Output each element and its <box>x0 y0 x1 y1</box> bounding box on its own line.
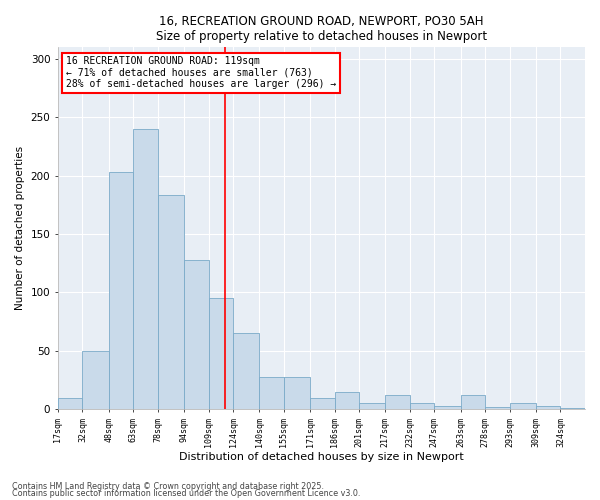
Y-axis label: Number of detached properties: Number of detached properties <box>15 146 25 310</box>
Bar <box>410 404 434 409</box>
Title: 16, RECREATION GROUND ROAD, NEWPORT, PO30 5AH
Size of property relative to detac: 16, RECREATION GROUND ROAD, NEWPORT, PO3… <box>156 15 487 43</box>
Bar <box>461 396 485 409</box>
Bar <box>536 406 560 409</box>
Bar <box>133 129 158 410</box>
Bar <box>385 396 410 409</box>
Bar <box>233 334 259 409</box>
Bar <box>359 404 385 409</box>
Bar <box>560 408 585 410</box>
Bar <box>259 376 284 410</box>
Text: Contains public sector information licensed under the Open Government Licence v3: Contains public sector information licen… <box>12 489 361 498</box>
Bar <box>184 260 209 410</box>
Bar <box>82 351 109 410</box>
Bar <box>510 404 536 409</box>
Bar <box>310 398 335 409</box>
Text: 16 RECREATION GROUND ROAD: 119sqm
← 71% of detached houses are smaller (763)
28%: 16 RECREATION GROUND ROAD: 119sqm ← 71% … <box>66 56 336 89</box>
Bar <box>58 398 82 409</box>
Bar <box>335 392 359 409</box>
Bar <box>109 172 133 410</box>
Bar <box>209 298 233 410</box>
Bar <box>158 196 184 410</box>
Bar <box>485 407 510 410</box>
X-axis label: Distribution of detached houses by size in Newport: Distribution of detached houses by size … <box>179 452 464 462</box>
Text: Contains HM Land Registry data © Crown copyright and database right 2025.: Contains HM Land Registry data © Crown c… <box>12 482 324 491</box>
Bar <box>434 406 461 409</box>
Bar <box>284 376 310 410</box>
